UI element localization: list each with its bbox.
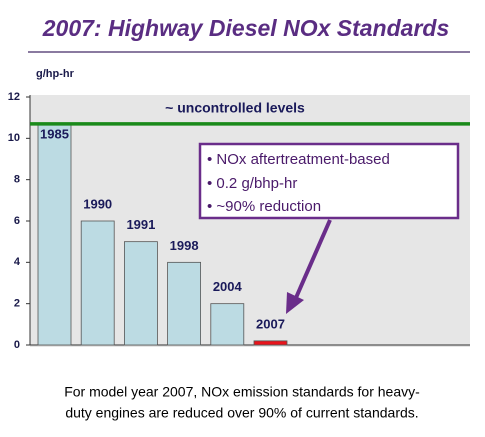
y-tick-label: 12	[8, 91, 20, 103]
bar	[124, 241, 158, 346]
y-tick-label: 4	[14, 256, 21, 268]
y-tick-label: 0	[14, 339, 20, 351]
annotation-arrow	[293, 219, 332, 301]
chart-title: 2007: Highway Diesel NOx Standards	[42, 15, 450, 41]
bar-label: 1991	[126, 217, 155, 232]
bar	[210, 303, 245, 346]
y-tick-label: 2	[14, 298, 20, 310]
annotation-line: • 0.2 g/bhp-hr	[207, 175, 297, 192]
annotation-line: • NOx aftertreatment-based	[207, 151, 390, 168]
bar	[80, 220, 115, 346]
bar-label: 2004	[213, 279, 243, 294]
y-tick-label: 6	[14, 215, 20, 227]
bar-label: 2007	[256, 316, 285, 331]
annotation-line: • ~90% reduction	[207, 198, 321, 215]
bar-label: 1985	[40, 126, 69, 141]
y-axis-label: g/hp-hr	[36, 68, 75, 80]
y-tick-label: 8	[14, 174, 20, 186]
caption-line: For model year 2007, NOx emission standa…	[64, 384, 420, 400]
bar	[167, 261, 202, 346]
annotation-box	[198, 142, 460, 220]
bar	[253, 340, 288, 346]
bar-label: 1990	[83, 196, 112, 211]
bar	[37, 123, 72, 346]
y-tick-label: 10	[8, 132, 20, 144]
arrow-head	[286, 292, 304, 314]
bar-label: 1998	[170, 238, 199, 253]
reference-label: ~ uncontrolled levels	[165, 100, 305, 116]
caption-line: duty engines are reduced over 90% of cur…	[65, 405, 418, 421]
